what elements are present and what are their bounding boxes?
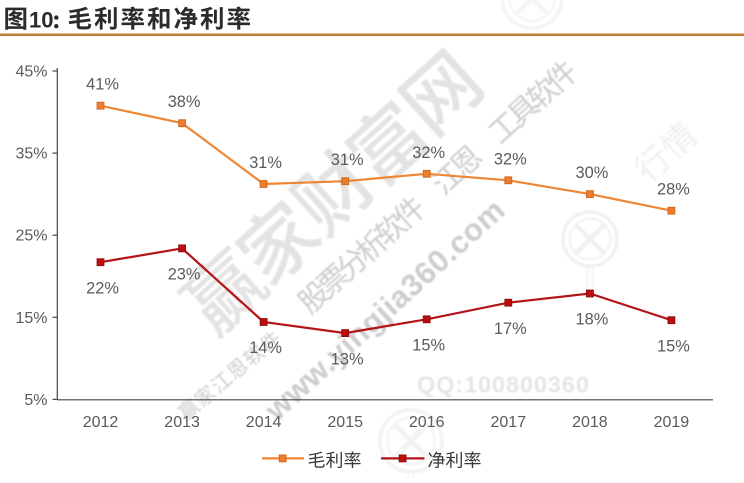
svg-text:2019: 2019 — [654, 414, 690, 431]
svg-text:32%: 32% — [412, 144, 445, 162]
svg-text:2014: 2014 — [246, 414, 282, 431]
svg-text:23%: 23% — [168, 266, 201, 284]
svg-text:2015: 2015 — [327, 414, 363, 431]
svg-text:41%: 41% — [86, 76, 119, 94]
svg-text:32%: 32% — [494, 150, 527, 168]
svg-text:15%: 15% — [15, 310, 47, 327]
svg-text:13%: 13% — [331, 350, 364, 368]
svg-text:22%: 22% — [86, 279, 119, 297]
svg-text:15%: 15% — [657, 337, 690, 355]
svg-text:17%: 17% — [494, 320, 527, 338]
svg-text:5%: 5% — [24, 392, 47, 409]
svg-text:2017: 2017 — [491, 414, 527, 431]
svg-text:15%: 15% — [412, 337, 445, 355]
svg-text:35%: 35% — [15, 146, 47, 163]
svg-text:25%: 25% — [15, 228, 47, 245]
svg-text:14%: 14% — [249, 339, 282, 357]
svg-text:38%: 38% — [168, 93, 201, 111]
svg-text:31%: 31% — [249, 154, 282, 172]
svg-text:QQ:100800360: QQ:100800360 — [417, 372, 590, 398]
svg-text:31%: 31% — [331, 151, 364, 169]
svg-text:45%: 45% — [15, 64, 47, 81]
svg-text:2012: 2012 — [83, 414, 119, 431]
svg-text:30%: 30% — [575, 164, 608, 182]
svg-text:10: 10 — [29, 8, 53, 33]
svg-text:2013: 2013 — [164, 414, 200, 431]
svg-text:28%: 28% — [657, 181, 690, 199]
svg-text:18%: 18% — [575, 311, 608, 329]
svg-text:2018: 2018 — [572, 414, 608, 431]
svg-text:2016: 2016 — [409, 414, 445, 431]
